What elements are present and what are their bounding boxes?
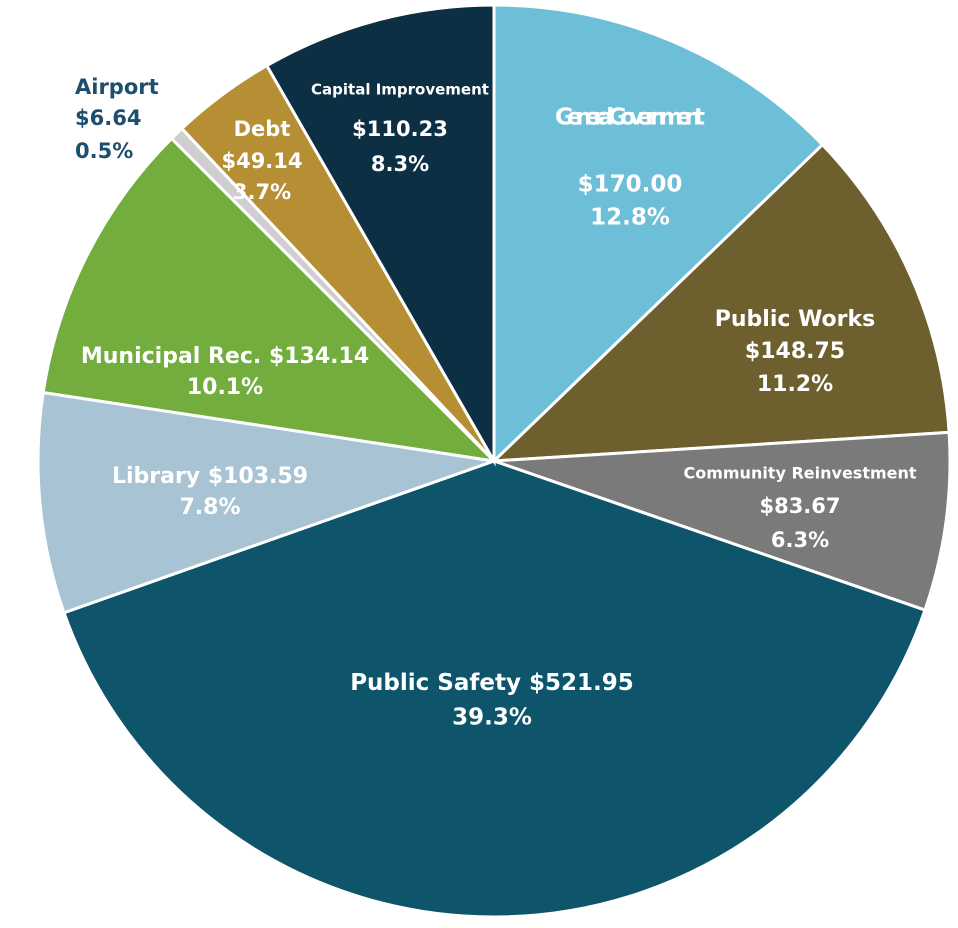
slice-space bbox=[261, 344, 269, 369]
slice-name: Capital Improvement bbox=[311, 81, 489, 99]
slice-value: $6.64 bbox=[75, 106, 141, 130]
slice-name: Debt bbox=[234, 117, 291, 141]
slice-value: $521.95 bbox=[529, 670, 634, 696]
slice-value: $148.75 bbox=[745, 339, 845, 364]
slice-name: Municipal Rec. bbox=[81, 344, 261, 369]
slice-name: Community Reinvestment bbox=[683, 464, 916, 483]
slice-space bbox=[200, 464, 208, 489]
pie-slice bbox=[62, 459, 927, 919]
slice-percent: 7.8% bbox=[179, 495, 240, 520]
pie-slice bbox=[36, 390, 495, 615]
slice-label: Municipal Rec. $134.14 bbox=[81, 344, 369, 369]
slice-value: $110.23 bbox=[352, 117, 448, 141]
slice-label: Library $103.59 bbox=[112, 464, 308, 489]
slice-name: Public Works bbox=[715, 307, 876, 332]
slice-value: $170.00 bbox=[578, 172, 683, 198]
slice-value: $49.14 bbox=[221, 149, 302, 173]
pie-slice bbox=[493, 430, 952, 612]
slice-value: $134.14 bbox=[269, 344, 369, 369]
pie-slice bbox=[41, 136, 499, 464]
slice-name: Library bbox=[112, 464, 200, 489]
slice-percent: 6.3% bbox=[771, 528, 829, 552]
slice-space bbox=[521, 670, 529, 696]
slice-percent: 10.1% bbox=[187, 375, 263, 400]
slice-percent: 11.2% bbox=[757, 372, 833, 397]
slice-percent: 12.8% bbox=[590, 205, 670, 231]
slice-label: Public Safety $521.95 bbox=[350, 670, 634, 696]
slice-percent: 3.7% bbox=[233, 180, 291, 204]
slice-value: $103.59 bbox=[208, 464, 308, 489]
slice-value: $83.67 bbox=[759, 494, 840, 518]
slice-name: Airport bbox=[75, 75, 159, 99]
slice-percent: 39.3% bbox=[452, 705, 532, 731]
pie-slice bbox=[492, 3, 825, 465]
slice-name: General Government bbox=[555, 105, 705, 131]
pie-slice bbox=[264, 3, 496, 467]
slice-name: Public Safety bbox=[350, 670, 521, 696]
pie-slice bbox=[490, 142, 951, 463]
slice-percent: 0.5% bbox=[75, 139, 133, 163]
slice-percent: 8.3% bbox=[371, 152, 429, 176]
